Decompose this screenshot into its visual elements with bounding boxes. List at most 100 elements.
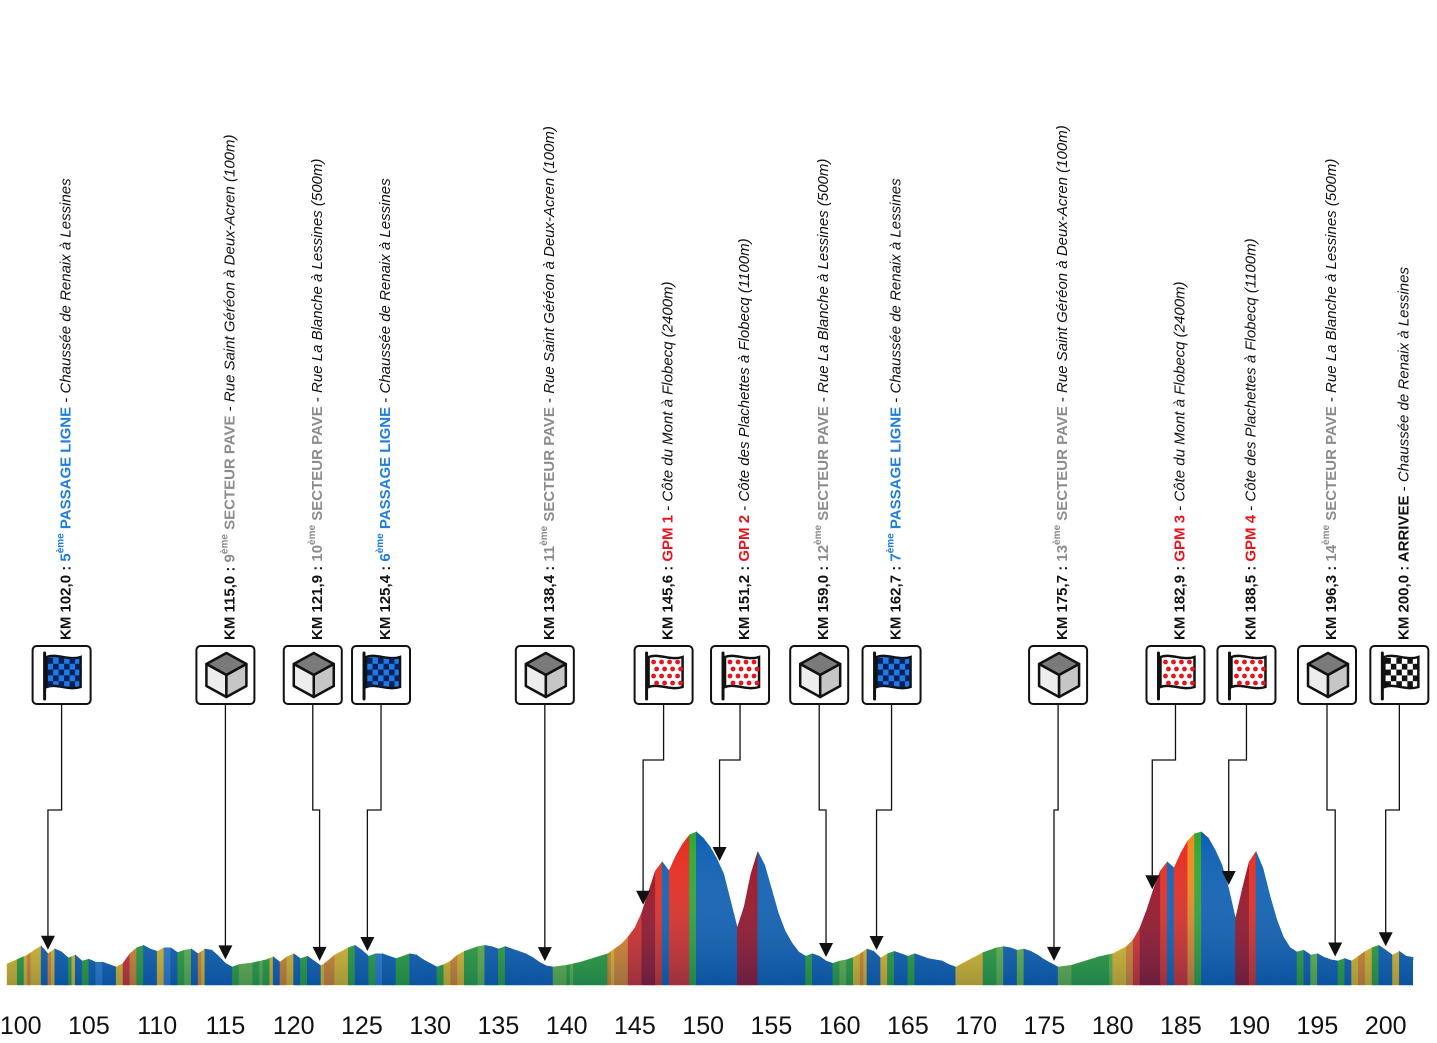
cobblestone-cube-icon (514, 645, 575, 705)
annotation-place: Côte des Plachettes à Flobecq (1100m) (736, 238, 753, 501)
annotation-name: ARRIVEE (1395, 496, 1412, 563)
annotation-name: GPM 4 (1242, 514, 1259, 561)
annotation-label-7: KM 159,0 : 12ème SECTEUR PAVE - Rue La B… (813, 159, 832, 640)
connector-arrow-7 (819, 943, 834, 957)
annotation-km: KM 200,0 : (1395, 562, 1412, 640)
connector-0 (40, 704, 63, 950)
x-tick-label-145: 145 (614, 1012, 656, 1040)
annotation-place: Rue La Blanche à Lessines (500m) (1323, 159, 1340, 393)
polka-dot-flag-icon (633, 645, 694, 705)
annotation-ordinal: 6 (377, 553, 394, 561)
annotation-separator: - (377, 394, 394, 407)
annotation-ordinal-suffix: ème (219, 534, 230, 554)
cobblestone-cube-icon (282, 645, 343, 705)
annotation-km: KM 115,0 : (221, 562, 238, 640)
x-tick-label-125: 125 (341, 1012, 383, 1040)
annotation-ordinal: 5 (58, 553, 75, 561)
x-tick-label-140: 140 (546, 1012, 588, 1040)
elevation-profile (6, 831, 1415, 986)
annotation-ordinal-suffix: ème (1321, 524, 1332, 544)
blue-checkered-flag-icon (861, 645, 922, 705)
annotation-ordinal-suffix: ème (539, 525, 550, 545)
annotation-ordinal: 7 (888, 553, 905, 561)
blue-checkered-flag-icon (351, 645, 412, 705)
connector-6 (712, 704, 741, 861)
annotation-km: KM 102,0 : (58, 562, 75, 640)
cobblestone-cube-icon (789, 645, 850, 705)
annotation-km: KM 159,0 : (815, 562, 832, 640)
connector-arrow-6 (712, 847, 727, 861)
annotation-label-10: KM 182,9 : GPM 3 - Côte du Mont à Flobec… (1171, 281, 1188, 640)
connector-arrow-4 (537, 947, 552, 962)
annotation-place: Rue La Blanche à Lessines (500m) (309, 159, 326, 393)
annotation-label-2: KM 121,9 : 10ème SECTEUR PAVE - Rue La B… (307, 159, 326, 640)
annotation-place: Chaussée de Renaix à Lessines (377, 178, 394, 394)
annotation-label-4: KM 138,4 : 11ème SECTEUR PAVE - Rue Sain… (539, 126, 558, 640)
x-tick-label-155: 155 (751, 1012, 793, 1040)
annotation-ordinal: 12 (815, 545, 832, 562)
annotation-km: KM 121,9 : (309, 562, 326, 640)
connector-4 (537, 704, 552, 962)
annotation-ordinal: 10 (309, 545, 326, 562)
annotation-name: SECTEUR PAVE (815, 406, 832, 525)
connector-7 (818, 704, 834, 957)
annotation-place: Côte du Mont à Flobecq (2400m) (1171, 281, 1188, 501)
x-tick-label-185: 185 (1160, 1012, 1202, 1040)
annotation-ordinal: 9 (221, 554, 238, 562)
connector-8 (869, 704, 893, 951)
x-tick-label-160: 160 (819, 1012, 861, 1040)
annotation-ordinal: 13 (1054, 545, 1071, 562)
x-tick-label-190: 190 (1228, 1012, 1270, 1040)
annotation-ordinal-suffix: ème (886, 533, 897, 553)
connector-3 (360, 704, 382, 951)
annotation-ordinal-suffix: ème (56, 533, 67, 553)
annotation-labels: KM 102,0 : 5ème PASSAGE LIGNE - Chaussée… (56, 125, 1413, 640)
annotation-km: KM 188,5 : (1242, 562, 1259, 640)
annotation-place: Rue Saint Géréon à Deux-Acren (100m) (221, 134, 238, 402)
annotation-name: GPM 3 (1171, 515, 1188, 562)
connector-arrow-13 (1378, 932, 1393, 947)
annotation-place: Côte du Mont à Flobecq (2400m) (660, 281, 677, 501)
connector-5 (636, 704, 665, 905)
annotation-separator: - (1395, 482, 1412, 495)
annotation-ordinal-suffix: ème (307, 524, 318, 544)
annotation-ordinal-suffix: ème (813, 524, 824, 544)
annotation-place: Chaussée de Renaix à Lessines (1395, 267, 1412, 483)
polka-dot-flag-icon (710, 645, 771, 705)
x-tick-label-195: 195 (1297, 1012, 1339, 1040)
annotation-name: SECTEUR PAVE (309, 406, 326, 525)
profile-shading (7, 832, 1413, 985)
cobblestone-cube-icon (1297, 645, 1358, 705)
annotation-name: SECTEUR PAVE (541, 407, 558, 526)
connector-11 (1221, 704, 1248, 885)
annotation-name: GPM 1 (660, 515, 677, 562)
annotation-name: SECTEUR PAVE (1054, 406, 1071, 525)
annotation-km: KM 196,3 : (1323, 562, 1340, 640)
annotation-km: KM 151,2 : (736, 562, 753, 640)
connector-10 (1145, 704, 1177, 890)
x-tick-label-110: 110 (137, 1012, 177, 1040)
annotation-ordinal: 14 (1323, 544, 1340, 561)
annotation-name: SECTEUR PAVE (1323, 406, 1340, 525)
annotation-label-11: KM 188,5 : GPM 4 - Côte des Plachettes à… (1242, 238, 1259, 640)
x-tick-label-130: 130 (409, 1012, 451, 1040)
annotation-km: KM 125,4 : (377, 562, 394, 640)
connector-1 (218, 704, 233, 960)
connector-arrow-1 (218, 945, 233, 960)
annotation-place: Côte des Plachettes à Flobecq (1100m) (1242, 238, 1259, 501)
annotation-label-12: KM 196,3 : 14ème SECTEUR PAVE - Rue La B… (1321, 159, 1340, 640)
annotation-ordinal-suffix: ème (375, 533, 386, 553)
connector-9 (1046, 704, 1061, 961)
polka-dot-flag-icon (1216, 645, 1277, 705)
annotation-place: Chaussée de Renaix à Lessines (58, 178, 75, 394)
annotation-name: PASSAGE LIGNE (58, 407, 75, 533)
connector-arrow-0 (40, 935, 55, 950)
x-tick-label-100: 100 (0, 1012, 42, 1040)
annotation-km: KM 175,7 : (1054, 562, 1071, 640)
connector-arrow-5 (636, 890, 651, 905)
x-tick-label-200: 200 (1365, 1012, 1407, 1040)
x-tick-label-170: 170 (955, 1012, 997, 1040)
x-tick-label-120: 120 (273, 1012, 315, 1040)
annotation-place: Rue Saint Géréon à Deux-Acren (100m) (541, 126, 558, 394)
